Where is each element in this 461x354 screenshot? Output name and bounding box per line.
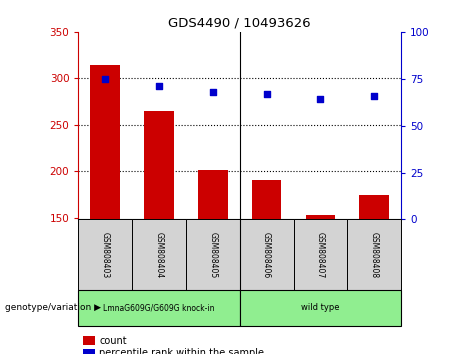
- Bar: [347, 219, 401, 290]
- Bar: [360, 195, 389, 219]
- Text: GSM808404: GSM808404: [154, 232, 164, 278]
- Text: count: count: [99, 336, 127, 346]
- Bar: [78, 290, 240, 326]
- Point: [209, 89, 217, 95]
- Bar: [198, 170, 228, 219]
- Text: genotype/variation ▶: genotype/variation ▶: [5, 303, 100, 313]
- Text: GSM808408: GSM808408: [370, 232, 378, 278]
- Bar: [240, 290, 401, 326]
- Bar: [306, 215, 335, 219]
- Bar: [252, 179, 281, 219]
- Text: GSM808403: GSM808403: [101, 232, 110, 278]
- Title: GDS4490 / 10493626: GDS4490 / 10493626: [168, 16, 311, 29]
- Text: LmnaG609G/G609G knock-in: LmnaG609G/G609G knock-in: [103, 303, 215, 313]
- Text: wild type: wild type: [301, 303, 340, 313]
- Text: GSM808407: GSM808407: [316, 232, 325, 278]
- Bar: [240, 219, 294, 290]
- Text: percentile rank within the sample: percentile rank within the sample: [99, 348, 264, 354]
- Bar: [132, 219, 186, 290]
- Point: [155, 84, 163, 89]
- Bar: [294, 219, 347, 290]
- Text: GSM808405: GSM808405: [208, 232, 217, 278]
- Bar: [78, 219, 132, 290]
- Text: GSM808406: GSM808406: [262, 232, 271, 278]
- Point: [371, 93, 378, 98]
- Point: [101, 76, 109, 81]
- Bar: [90, 65, 120, 219]
- Point: [263, 91, 270, 97]
- Point: [317, 97, 324, 102]
- Bar: [144, 111, 174, 219]
- Bar: [186, 219, 240, 290]
